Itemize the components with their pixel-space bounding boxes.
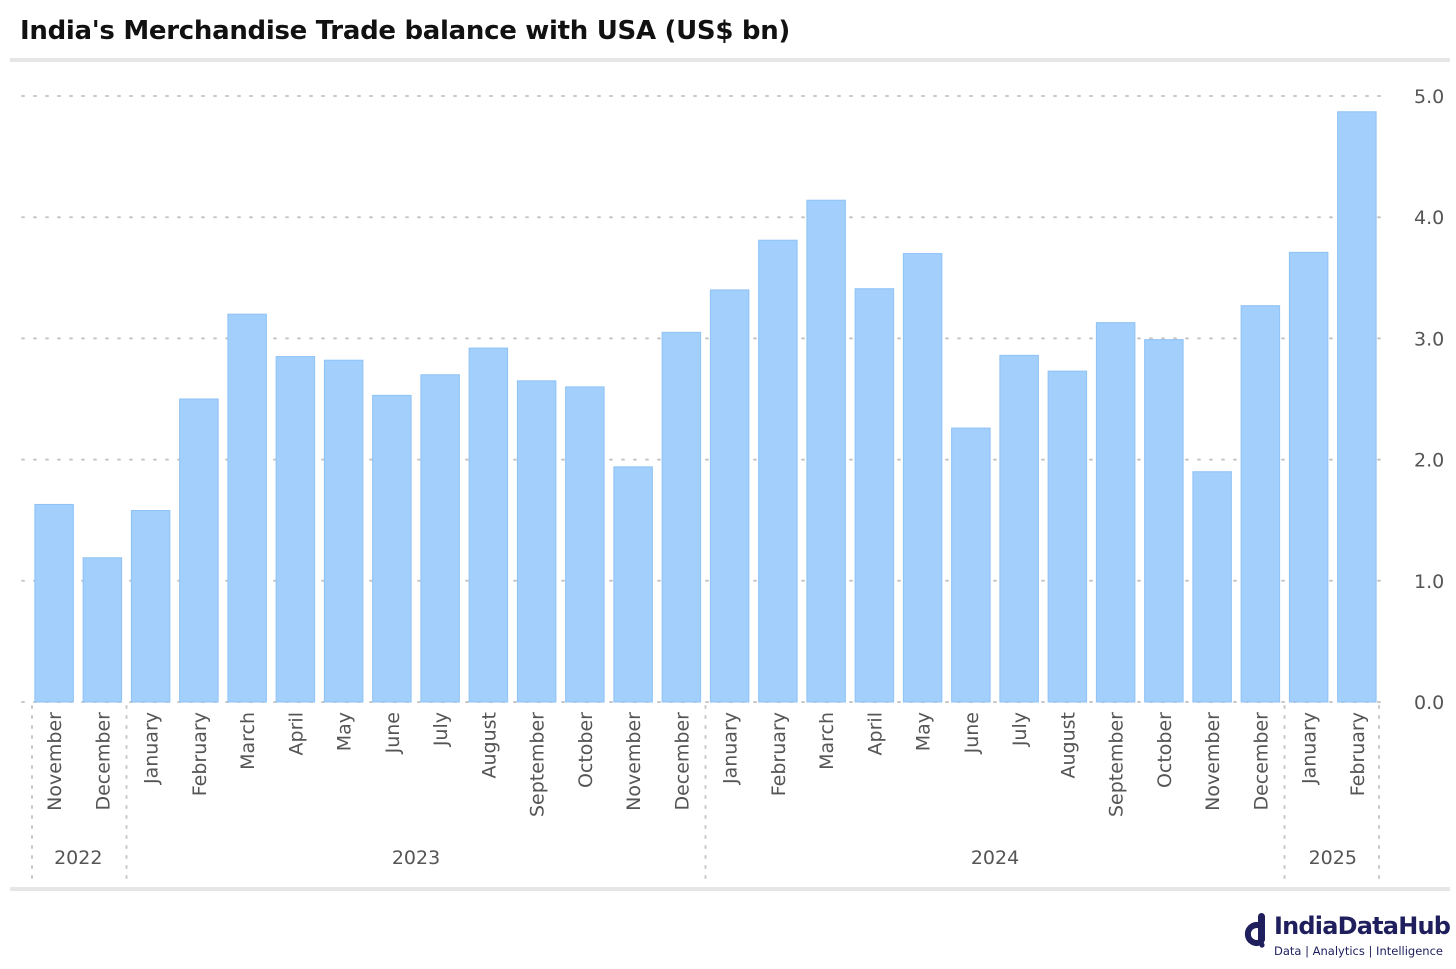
bar: [999, 354, 1039, 703]
bar: [1240, 305, 1281, 703]
x-tick-label: November: [1202, 712, 1224, 811]
brand-name: IndiaDataHub: [1274, 912, 1451, 940]
bar: [661, 331, 702, 703]
x-tick-label: November: [623, 712, 645, 811]
year-label: 2024: [971, 847, 1019, 869]
x-tick-label: August: [478, 712, 500, 779]
bar: [854, 288, 895, 703]
bar: [902, 253, 943, 703]
y-tick-label: 2.0: [1414, 450, 1444, 472]
x-tick-label: April: [864, 712, 886, 755]
x-tick-label: February: [1347, 712, 1369, 796]
indiadatahub-logo-icon: [1244, 913, 1265, 948]
bar: [1337, 111, 1377, 703]
bar: [323, 359, 364, 703]
x-tick-label: October: [1154, 712, 1176, 788]
x-tick-label: October: [575, 712, 597, 788]
y-tick-label: 3.0: [1414, 328, 1444, 350]
y-tick-label: 5.0: [1414, 86, 1444, 108]
bar: [275, 356, 316, 703]
x-tick-label: March: [237, 712, 259, 770]
year-label: 2025: [1309, 847, 1357, 869]
bar: [951, 427, 991, 703]
x-tick-label: September: [1106, 712, 1128, 817]
bar: [34, 503, 74, 703]
bar: [516, 380, 557, 703]
bar: [468, 347, 509, 703]
x-tick-label: December: [1250, 712, 1272, 811]
bar: [709, 289, 750, 703]
bar: [130, 510, 171, 703]
y-tick-label: 4.0: [1414, 207, 1444, 229]
chart-title: India's Merchandise Trade balance with U…: [20, 16, 790, 46]
bar: [82, 557, 123, 703]
year-label: 2022: [54, 847, 102, 869]
x-tick-label: February: [189, 712, 211, 796]
bar: [758, 239, 798, 703]
x-axis-month-labels: November December January February March Apri…: [44, 712, 1369, 817]
x-tick-label: December: [92, 712, 114, 811]
bars: [34, 111, 1377, 703]
bar: [1144, 339, 1184, 703]
bar: [179, 398, 219, 703]
brand-tagline: Data | Analytics | Intelligence: [1274, 944, 1443, 958]
y-tick-label: 0.0: [1414, 692, 1444, 714]
x-tick-label: November: [44, 712, 66, 811]
x-tick-label: January: [141, 712, 163, 785]
x-tick-label: December: [671, 712, 693, 811]
y-tick-label: 1.0: [1414, 571, 1444, 593]
y-axis-ticks: 0.0 1.0 2.0 3.0 4.0 5.0: [1414, 86, 1444, 714]
header-divider: [10, 58, 1450, 62]
bar: [565, 386, 605, 703]
year-label: 2023: [392, 847, 440, 869]
x-tick-label: January: [720, 712, 742, 785]
bar: [1192, 471, 1232, 703]
x-tick-label: May: [913, 712, 935, 751]
bar: [420, 374, 460, 703]
x-tick-label: May: [334, 712, 356, 751]
x-tick-label: July: [430, 712, 452, 747]
x-tick-label: August: [1057, 712, 1079, 779]
bar: [1047, 370, 1088, 703]
x-tick-label: July: [1009, 712, 1031, 747]
x-tick-label: January: [1299, 712, 1321, 785]
bar: [806, 199, 846, 703]
brand-logo: IndiaDataHub Data | Analytics | Intellig…: [1240, 908, 1451, 964]
x-axis-year-groups: 2022 2023 2024 2025: [31, 705, 1380, 879]
x-tick-label: April: [285, 712, 307, 755]
x-tick-label: September: [527, 712, 549, 817]
bar: [613, 466, 653, 703]
x-tick-label: June: [382, 712, 404, 754]
footer-divider: [10, 887, 1450, 891]
bar: [372, 394, 412, 703]
bar: [1288, 251, 1329, 703]
bar-chart: 0.0 1.0 2.0 3.0 4.0 5.0 November December Janua…: [21, 86, 1444, 879]
x-tick-label: March: [816, 712, 838, 770]
bar: [227, 313, 267, 703]
bar: [1095, 322, 1136, 703]
x-tick-label: June: [961, 712, 983, 754]
x-tick-label: February: [768, 712, 790, 796]
